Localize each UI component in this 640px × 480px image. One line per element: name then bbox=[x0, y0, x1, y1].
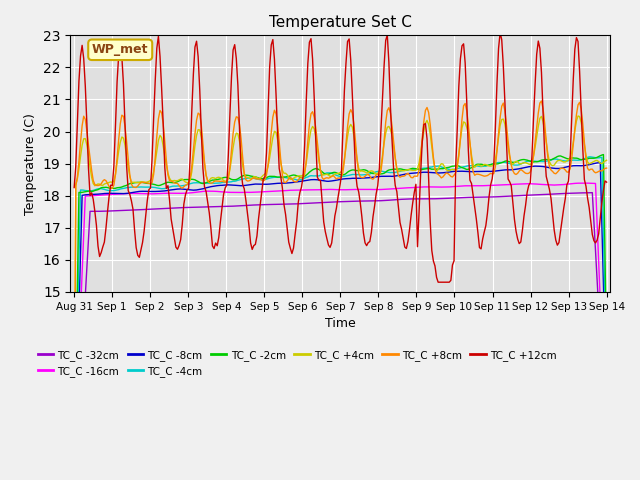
TC_C +12cm bbox=[496, 30, 504, 36]
TC_C -2cm bbox=[600, 152, 607, 157]
TC_C -32cm bbox=[506, 193, 513, 199]
Line: TC_C -2cm: TC_C -2cm bbox=[74, 155, 607, 480]
TC_C -4cm bbox=[512, 162, 520, 168]
TC_C +8cm bbox=[188, 163, 196, 169]
TC_C -16cm bbox=[77, 309, 84, 314]
TC_C +12cm bbox=[77, 53, 84, 59]
TC_C -4cm bbox=[586, 154, 593, 160]
TC_C +8cm bbox=[70, 478, 78, 480]
TC_C +4cm bbox=[512, 158, 520, 164]
TC_C -2cm bbox=[229, 177, 237, 182]
TC_C -32cm bbox=[188, 204, 196, 210]
TC_C +12cm bbox=[435, 279, 442, 285]
TC_C -32cm bbox=[589, 190, 596, 195]
TC_C +4cm bbox=[506, 154, 513, 160]
Line: TC_C +4cm: TC_C +4cm bbox=[74, 116, 607, 479]
TC_C -32cm bbox=[512, 193, 520, 199]
TC_C -8cm bbox=[369, 174, 377, 180]
TC_C -32cm bbox=[229, 203, 237, 209]
Text: WP_met: WP_met bbox=[92, 43, 148, 56]
TC_C -16cm bbox=[188, 190, 196, 196]
Line: TC_C -16cm: TC_C -16cm bbox=[74, 183, 607, 465]
TC_C +4cm bbox=[70, 476, 78, 480]
TC_C +8cm bbox=[77, 140, 84, 145]
TC_C -32cm bbox=[603, 451, 611, 456]
TC_C -8cm bbox=[229, 182, 237, 188]
TC_C +8cm bbox=[538, 98, 545, 104]
TC_C -2cm bbox=[77, 190, 84, 195]
TC_C -16cm bbox=[512, 181, 520, 187]
TC_C -8cm bbox=[596, 160, 604, 166]
TC_C +4cm bbox=[369, 168, 377, 174]
TC_C -8cm bbox=[512, 167, 520, 172]
TC_C -8cm bbox=[603, 404, 611, 409]
TC_C -16cm bbox=[369, 187, 377, 192]
TC_C -4cm bbox=[229, 179, 237, 184]
TC_C -4cm bbox=[369, 170, 377, 176]
TC_C +8cm bbox=[512, 171, 520, 177]
TC_C -2cm bbox=[512, 159, 520, 165]
TC_C -4cm bbox=[603, 385, 611, 391]
TC_C -2cm bbox=[603, 358, 611, 363]
Line: TC_C +12cm: TC_C +12cm bbox=[74, 33, 607, 282]
Y-axis label: Temperature (C): Temperature (C) bbox=[24, 113, 37, 215]
Line: TC_C -8cm: TC_C -8cm bbox=[74, 163, 607, 480]
TC_C +8cm bbox=[369, 176, 377, 182]
TC_C -4cm bbox=[70, 479, 78, 480]
Line: TC_C +8cm: TC_C +8cm bbox=[74, 101, 607, 480]
TC_C -4cm bbox=[506, 161, 513, 167]
TC_C +12cm bbox=[188, 108, 196, 114]
TC_C -32cm bbox=[369, 198, 377, 204]
TC_C -2cm bbox=[188, 176, 196, 182]
Title: Temperature Set C: Temperature Set C bbox=[269, 15, 412, 30]
TC_C +12cm bbox=[369, 214, 377, 220]
TC_C -2cm bbox=[506, 159, 513, 165]
TC_C +12cm bbox=[509, 199, 516, 205]
TC_C -8cm bbox=[506, 167, 513, 173]
TC_C +4cm bbox=[77, 154, 84, 159]
TC_C -32cm bbox=[77, 377, 84, 383]
Line: TC_C -32cm: TC_C -32cm bbox=[74, 192, 607, 480]
TC_C +12cm bbox=[515, 240, 523, 246]
TC_C -2cm bbox=[369, 171, 377, 177]
TC_C -4cm bbox=[188, 180, 196, 186]
Line: TC_C -4cm: TC_C -4cm bbox=[74, 157, 607, 480]
X-axis label: Time: Time bbox=[325, 317, 356, 330]
TC_C -8cm bbox=[77, 251, 84, 256]
TC_C -16cm bbox=[579, 180, 587, 186]
TC_C +8cm bbox=[229, 131, 237, 136]
TC_C -16cm bbox=[603, 456, 611, 461]
TC_C -16cm bbox=[70, 462, 78, 468]
TC_C +12cm bbox=[603, 180, 611, 185]
TC_C +8cm bbox=[603, 165, 611, 171]
TC_C -8cm bbox=[188, 187, 196, 193]
TC_C +4cm bbox=[603, 157, 611, 163]
TC_C -4cm bbox=[77, 187, 84, 193]
TC_C +4cm bbox=[229, 144, 237, 150]
TC_C +12cm bbox=[70, 185, 78, 191]
TC_C +12cm bbox=[229, 47, 237, 53]
TC_C +8cm bbox=[506, 152, 513, 158]
TC_C +4cm bbox=[188, 169, 196, 175]
Legend: TC_C -32cm, TC_C -16cm, TC_C -8cm, TC_C -4cm, TC_C -2cm, TC_C +4cm, TC_C +8cm, T: TC_C -32cm, TC_C -16cm, TC_C -8cm, TC_C … bbox=[33, 346, 561, 381]
TC_C -16cm bbox=[506, 182, 513, 188]
TC_C -16cm bbox=[229, 190, 237, 195]
TC_C +4cm bbox=[574, 113, 582, 119]
